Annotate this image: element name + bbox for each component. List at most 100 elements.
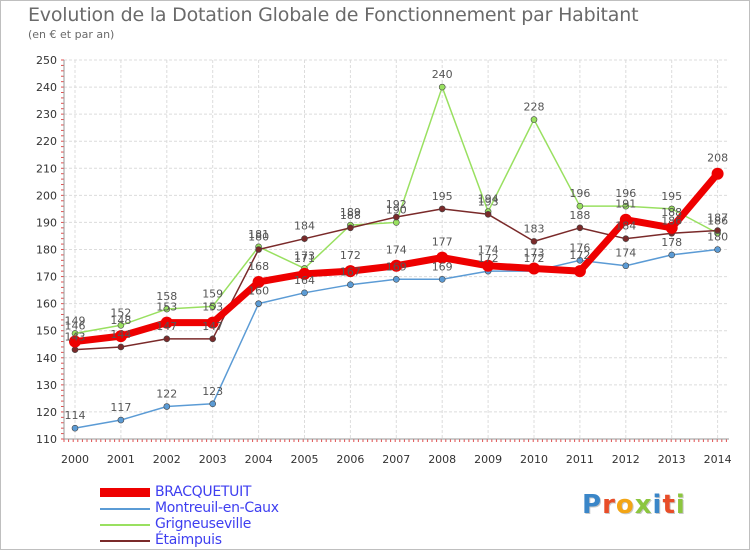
data-point-montreuil-en-caux: [301, 289, 308, 297]
data-label-montreuil-en-caux: 169: [386, 260, 407, 273]
data-label-bracquetuit: 168: [248, 260, 269, 273]
data-label-etaimpuis: 184: [615, 220, 636, 233]
data-label-montreuil-en-caux: 160: [248, 285, 269, 298]
data-label-bracquetuit: 208: [707, 152, 728, 165]
x-tick-label: 2012: [612, 453, 640, 466]
y-tick-label: 160: [36, 298, 57, 311]
data-point-etaimpuis: [484, 211, 492, 218]
legend-item-grigneuseville: Grigneuseville: [100, 516, 400, 533]
data-point-montreuil-en-caux: [117, 416, 125, 424]
legend-label-grigneuseville: Grigneuseville: [155, 516, 252, 532]
x-tick-label: 2010: [520, 453, 548, 466]
data-point-etaimpuis: [301, 235, 308, 242]
data-label-etaimpuis: 184: [294, 220, 315, 233]
x-tick-label: 2004: [245, 453, 273, 466]
legend-swatch-bracquetuit: [100, 488, 150, 497]
data-point-etaimpuis: [209, 335, 216, 343]
data-label-montreuil-en-caux: 169: [432, 260, 453, 273]
data-label-grigneuseville: 158: [156, 290, 177, 303]
data-point-bracquetuit: [665, 221, 678, 234]
data-label-bracquetuit: 172: [340, 249, 361, 262]
data-label-grigneuseville: 196: [569, 187, 590, 200]
data-point-montreuil-en-caux: [714, 246, 721, 253]
data-label-etaimpuis: 187: [707, 212, 728, 225]
data-label-grigneuseville: 149: [65, 314, 86, 327]
data-label-etaimpuis: 180: [248, 231, 269, 244]
legend-item-montreuil-en-caux: Montreuil-en-Caux: [100, 500, 400, 517]
data-label-bracquetuit: 153: [202, 301, 223, 314]
data-label-montreuil-en-caux: 172: [524, 252, 545, 265]
legend-label-montreuil-en-caux: Montreuil-en-Caux: [155, 500, 279, 516]
data-point-montreuil-en-caux: [163, 403, 171, 410]
logo-letter: P: [582, 490, 603, 520]
data-label-bracquetuit: 177: [432, 236, 453, 249]
legend-swatch-grigneuseville: [100, 524, 150, 526]
x-tick-label: 2008: [428, 453, 456, 466]
data-point-grigneuseville: [622, 202, 630, 210]
data-point-bracquetuit: [482, 259, 495, 272]
legend-swatch-etaimpuis: [100, 540, 150, 542]
data-point-etaimpuis: [714, 227, 721, 234]
legend-label-bracquetuit: BRACQUETUIT: [155, 484, 252, 500]
data-label-bracquetuit: 148: [110, 314, 131, 327]
data-label-grigneuseville: 181: [248, 228, 269, 241]
data-label-etaimpuis: 192: [386, 198, 407, 211]
data-point-bracquetuit: [573, 265, 586, 278]
data-point-etaimpuis: [163, 335, 171, 343]
chart-title: Evolution de la Dotation Globale de Fonc…: [28, 4, 639, 26]
data-point-montreuil-en-caux: [622, 262, 630, 270]
data-point-montreuil-en-caux: [209, 400, 216, 408]
data-label-bracquetuit: 188: [661, 206, 682, 219]
logo-letter: i: [652, 490, 663, 520]
data-point-bracquetuit: [252, 275, 265, 288]
x-tick-label: 2011: [566, 453, 594, 466]
data-point-grigneuseville: [668, 205, 676, 213]
data-label-etaimpuis: 186: [661, 214, 682, 227]
data-point-grigneuseville: [117, 321, 125, 329]
y-tick-label: 200: [36, 189, 57, 202]
data-point-montreuil-en-caux: [668, 251, 676, 259]
data-label-bracquetuit: 191: [615, 198, 636, 211]
data-point-etaimpuis: [71, 346, 79, 353]
legend-label-etaimpuis: Étaimpuis: [155, 532, 222, 548]
data-point-grigneuseville: [209, 303, 216, 310]
chart-subtitle: (en € et par an): [28, 28, 115, 41]
data-label-etaimpuis: 147: [156, 320, 177, 333]
data-label-grigneuseville: 186: [707, 214, 728, 227]
y-tick-label: 130: [36, 379, 57, 392]
x-tick-label: 2013: [658, 453, 686, 466]
data-label-etaimpuis: 188: [569, 209, 590, 222]
data-label-grigneuseville: 173: [294, 249, 315, 262]
data-point-grigneuseville: [163, 305, 171, 313]
data-label-montreuil-en-caux: 176: [569, 241, 590, 254]
data-point-grigneuseville: [576, 202, 584, 210]
data-label-grigneuseville: 194: [478, 193, 499, 206]
logo-letter: t: [662, 490, 676, 520]
data-point-montreuil-en-caux: [576, 257, 584, 264]
data-label-montreuil-en-caux: 180: [707, 231, 728, 244]
data-label-etaimpuis: 193: [478, 195, 499, 208]
chart-legend: BRACQUETUIT Montreuil-en-Caux Grigneusev…: [100, 484, 400, 549]
data-label-montreuil-en-caux: 172: [478, 252, 499, 265]
logo-letter: i: [675, 490, 686, 520]
data-label-montreuil-en-caux: 178: [661, 236, 682, 249]
x-tick-label: 2014: [704, 453, 732, 466]
data-point-grigneuseville: [438, 83, 446, 91]
data-point-etaimpuis: [438, 205, 446, 213]
y-tick-label: 190: [36, 216, 57, 229]
data-point-etaimpuis: [576, 224, 584, 232]
data-label-montreuil-en-caux: 167: [340, 266, 361, 279]
data-label-bracquetuit: 173: [524, 246, 545, 259]
legend-item-bracquetuit: BRACQUETUIT: [100, 484, 400, 501]
data-point-bracquetuit: [390, 259, 403, 272]
y-tick-label: 250: [36, 54, 57, 67]
data-label-grigneuseville: 240: [432, 68, 453, 81]
legend-swatch-montreuil-en-caux: [100, 508, 150, 510]
logo-letter: r: [602, 490, 616, 520]
data-label-bracquetuit: 174: [386, 244, 407, 257]
data-point-bracquetuit: [206, 316, 219, 329]
x-tick-label: 2009: [474, 453, 502, 466]
data-label-etaimpuis: 147: [202, 320, 223, 333]
data-label-grigneuseville: 190: [386, 203, 407, 216]
data-point-bracquetuit: [69, 335, 81, 348]
